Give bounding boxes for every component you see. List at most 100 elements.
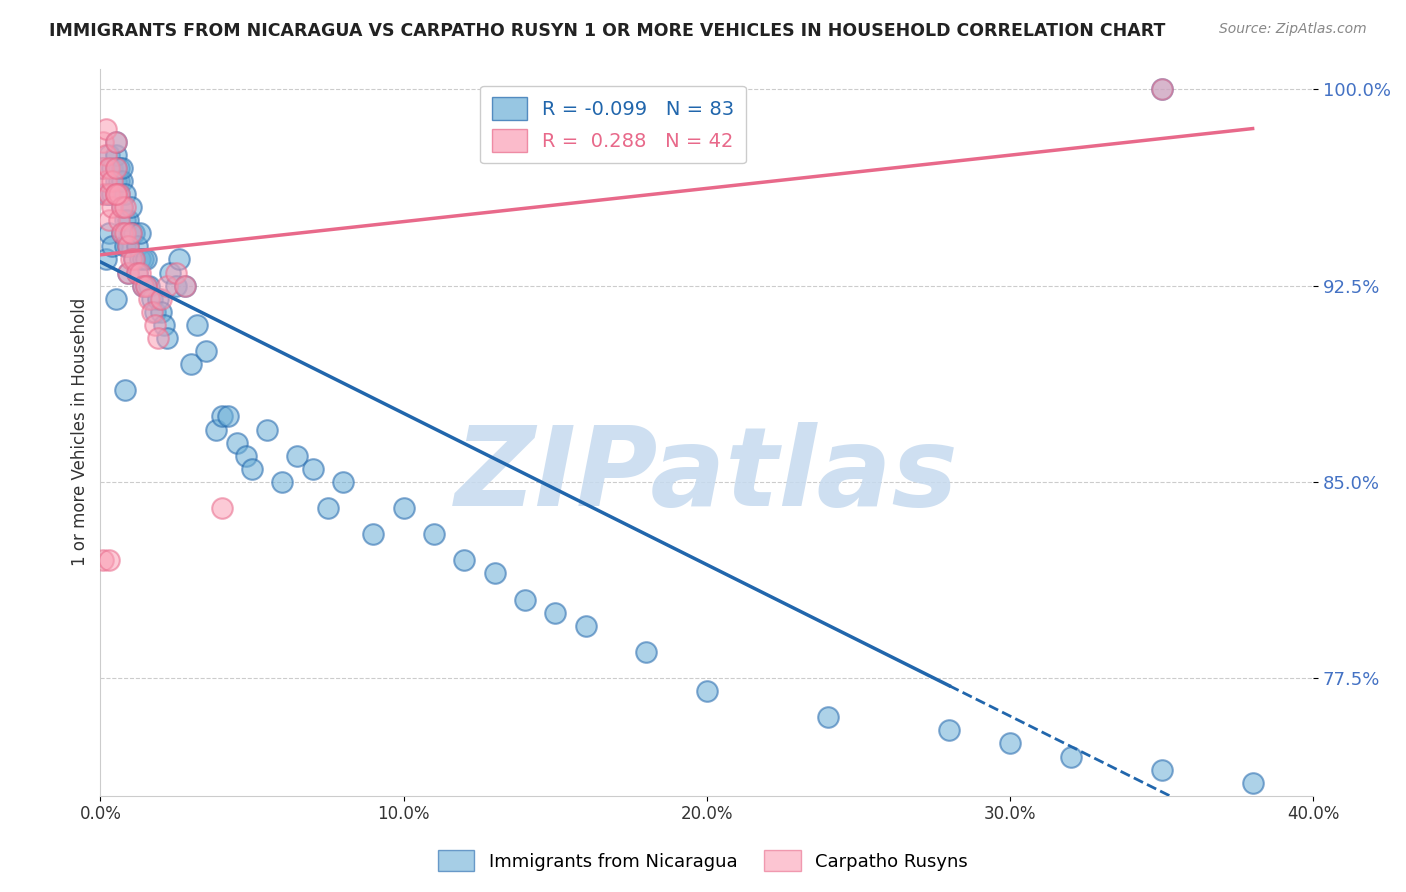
Point [1241, 775, 1264, 789]
Point [117, 239, 139, 253]
Point [93, 187, 115, 202]
Point [110, 227, 132, 241]
Point [938, 723, 960, 738]
Point [122, 252, 145, 267]
Point [165, 278, 187, 293]
Point [93, 161, 115, 175]
Point [156, 278, 179, 293]
Point [104, 135, 127, 149]
Point [150, 305, 173, 319]
Point [125, 239, 148, 253]
Point [96, 187, 118, 202]
Legend: R = -0.099   N = 83, R =  0.288   N = 42: R = -0.099 N = 83, R = 0.288 N = 42 [479, 86, 747, 163]
Point [104, 148, 127, 162]
Point [101, 174, 124, 188]
Point [110, 161, 132, 175]
Point [117, 266, 139, 280]
Point [211, 409, 233, 424]
Point [117, 213, 139, 227]
Point [114, 213, 136, 227]
Point [132, 278, 155, 293]
Point [98, 148, 121, 162]
Point [117, 266, 139, 280]
Point [186, 318, 208, 332]
Point [392, 501, 415, 516]
Point [107, 174, 129, 188]
Point [122, 227, 145, 241]
Point [104, 174, 127, 188]
Point [225, 435, 247, 450]
Point [107, 213, 129, 227]
Point [120, 252, 142, 267]
Text: IMMIGRANTS FROM NICARAGUA VS CARPATHO RUSYN 1 OR MORE VEHICLES IN HOUSEHOLD CORR: IMMIGRANTS FROM NICARAGUA VS CARPATHO RU… [49, 22, 1166, 40]
Point [141, 305, 163, 319]
Point [132, 278, 155, 293]
Point [544, 606, 567, 620]
Point [120, 200, 142, 214]
Point [93, 135, 115, 149]
Point [125, 266, 148, 280]
Point [141, 292, 163, 306]
Point [195, 344, 218, 359]
Point [138, 278, 160, 293]
Y-axis label: 1 or more Vehicles in Household: 1 or more Vehicles in Household [72, 298, 89, 566]
Point [104, 161, 127, 175]
Point [1150, 82, 1173, 96]
Point [93, 161, 115, 175]
Point [1150, 82, 1173, 96]
Point [128, 252, 150, 267]
Point [96, 174, 118, 188]
Point [301, 462, 323, 476]
Point [104, 187, 127, 202]
Point [107, 187, 129, 202]
Point [361, 527, 384, 541]
Point [696, 684, 718, 698]
Point [167, 252, 190, 267]
Point [114, 227, 136, 241]
Point [101, 161, 124, 175]
Point [998, 736, 1021, 750]
Point [122, 252, 145, 267]
Point [96, 148, 118, 162]
Point [104, 161, 127, 175]
Legend: Immigrants from Nicaragua, Carpatho Rusyns: Immigrants from Nicaragua, Carpatho Rusy… [432, 843, 974, 879]
Point [240, 462, 263, 476]
Point [128, 266, 150, 280]
Point [153, 318, 176, 332]
Point [135, 278, 157, 293]
Point [114, 187, 136, 202]
Point [98, 213, 121, 227]
Point [120, 227, 142, 241]
Point [156, 331, 179, 345]
Point [423, 527, 446, 541]
Point [96, 252, 118, 267]
Point [143, 305, 166, 319]
Point [513, 592, 536, 607]
Point [114, 384, 136, 398]
Point [110, 227, 132, 241]
Point [135, 278, 157, 293]
Point [110, 174, 132, 188]
Point [101, 200, 124, 214]
Point [104, 135, 127, 149]
Point [98, 553, 121, 567]
Point [256, 423, 278, 437]
Point [817, 710, 839, 724]
Point [174, 278, 197, 293]
Point [132, 252, 155, 267]
Point [104, 292, 127, 306]
Point [271, 475, 294, 489]
Point [98, 187, 121, 202]
Point [107, 187, 129, 202]
Point [165, 266, 187, 280]
Point [138, 292, 160, 306]
Point [125, 266, 148, 280]
Point [98, 161, 121, 175]
Point [135, 252, 157, 267]
Point [484, 566, 506, 581]
Point [159, 266, 181, 280]
Point [114, 239, 136, 253]
Point [204, 423, 226, 437]
Point [117, 239, 139, 253]
Point [98, 187, 121, 202]
